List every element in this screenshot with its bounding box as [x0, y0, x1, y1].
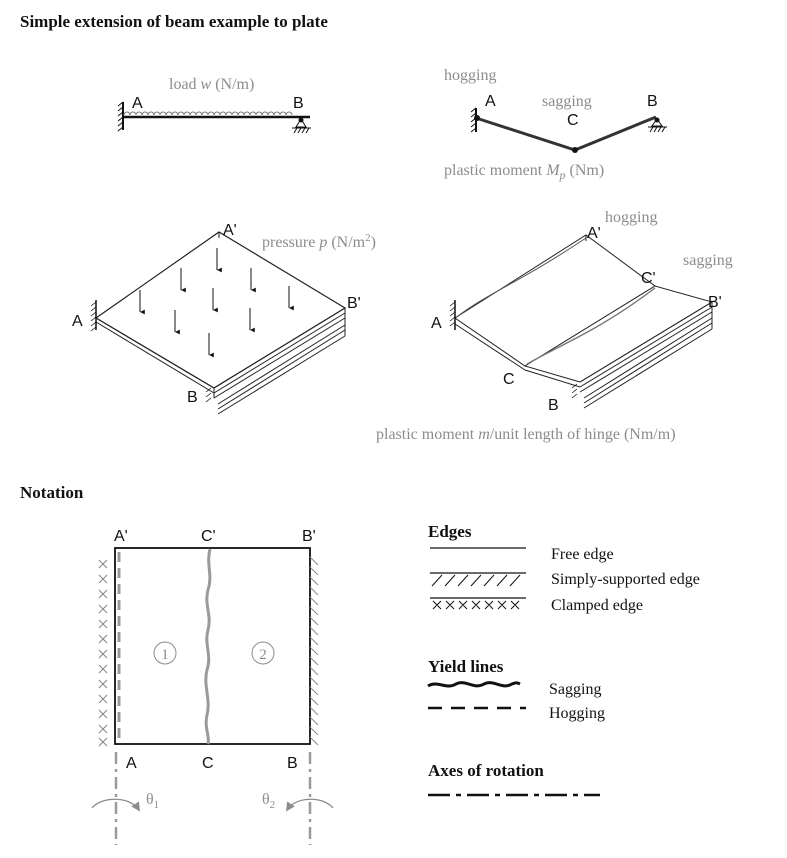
hinge-a	[474, 115, 480, 121]
hinge-c	[572, 147, 578, 153]
clamped-support-hatch	[117, 101, 124, 132]
collapse-label-b: B	[647, 93, 658, 110]
plate-collapse-caption: plastic moment m/unit length of hinge (N…	[376, 426, 676, 443]
simply-supported-symbol	[430, 572, 526, 587]
notation-plate: 1 2 A' C' B' A C B θ1 θ2	[91, 528, 334, 845]
rotation-arrow-1	[91, 798, 140, 812]
notation-label-a-prime: A'	[114, 528, 128, 545]
theta-1-label: θ1	[146, 791, 159, 811]
legend-axes-heading: Axes of rotation	[428, 761, 544, 780]
plate-label-a: A	[72, 313, 83, 330]
plate-collapse-c: C	[503, 371, 515, 388]
distributed-load	[123, 111, 293, 116]
collapse-sagging-label: sagging	[542, 93, 592, 110]
legend-edges-heading: Edges	[428, 522, 472, 541]
pressure-arrows	[139, 248, 294, 358]
collapse-label-a: A	[485, 93, 496, 110]
legend-free-edge: Free edge	[551, 546, 614, 563]
plate-square	[114, 547, 311, 745]
plate-label-b: B	[187, 389, 198, 406]
notation-heading: Notation	[20, 483, 84, 502]
notation-label-c-prime: C'	[201, 528, 216, 545]
folded-plate	[454, 234, 714, 409]
pin-support-2	[648, 117, 667, 133]
plate-collapse-b-prime: B'	[708, 294, 722, 311]
clamped-edge-hatch-2	[449, 300, 578, 399]
plate-label-a-prime: A'	[223, 222, 237, 239]
left-clamped-edge	[98, 559, 108, 747]
legend-clamped: Clamped edge	[551, 597, 643, 614]
plate-collapse-b: B	[548, 397, 559, 414]
plate-collapse-a-prime: A'	[587, 225, 601, 242]
pin-support	[292, 117, 311, 134]
plate-label-b-prime: B'	[347, 295, 361, 312]
notation-label-a: A	[126, 755, 137, 772]
region-1-label: 1	[161, 647, 169, 663]
legend: Edges Free edge Simply-supported edge Cl…	[427, 522, 700, 797]
collapse-label-c: C	[567, 112, 579, 129]
rotation-arrow-2	[286, 798, 334, 812]
plastic-moment-label: plastic moment Mp (Nm)	[444, 162, 604, 182]
notation-label-c: C	[202, 755, 214, 772]
pressure-label: pressure p (N/m2)	[262, 232, 376, 251]
sagging-yield-line	[204, 548, 212, 745]
plate-loaded: A' A B' B pressure p (N/m2)	[72, 222, 376, 415]
legend-simply-supported: Simply-supported edge	[551, 571, 700, 588]
collapse-hogging-label: hogging	[444, 67, 496, 84]
beam-label-a: A	[132, 95, 143, 112]
plate-collapse: hogging A' sagging C' B' A C B plastic m…	[376, 209, 733, 443]
right-simply-supported-edge	[309, 556, 319, 746]
clamped-edge-hatch	[90, 300, 212, 403]
plate-collapse-a: A	[431, 315, 442, 332]
sagging-symbol	[427, 681, 521, 688]
beam-loaded: A B load w (N/m)	[117, 76, 311, 134]
page-title: Simple extension of beam example to plat…	[20, 12, 328, 31]
legend-sagging: Sagging	[549, 681, 601, 698]
plate-collapse-hogging: hogging	[605, 209, 657, 226]
legend-hogging: Hogging	[549, 705, 605, 722]
notation-label-b: B	[287, 755, 298, 772]
beam-collapse: hogging A sagging C B plastic moment Mp …	[444, 67, 667, 182]
plate-collapse-c-prime: C'	[641, 270, 656, 287]
load-label: load w (N/m)	[169, 76, 254, 93]
collapsed-beam	[475, 115, 657, 152]
region-2-label: 2	[259, 647, 267, 663]
theta-2-label: θ2	[262, 791, 275, 811]
notation-label-b-prime: B'	[302, 528, 316, 545]
plate-collapse-sagging: sagging	[683, 252, 733, 269]
plate-edges	[94, 231, 347, 415]
region-2-circle	[251, 641, 275, 665]
clamped-symbol	[430, 597, 526, 610]
legend-yield-heading: Yield lines	[428, 657, 504, 676]
region-1-circle	[153, 641, 177, 665]
beam-label-b: B	[293, 95, 304, 112]
